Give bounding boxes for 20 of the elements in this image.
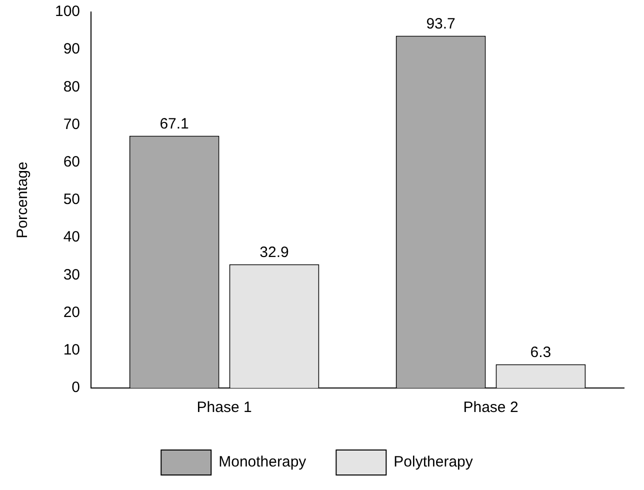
x-tick-label: Phase 1 (196, 399, 252, 416)
y-tick-label: 40 (63, 228, 80, 246)
y-tick-label: 0 (72, 379, 80, 396)
y-tick-label: 20 (63, 304, 80, 321)
y-tick-label: 80 (63, 78, 80, 96)
y-tick-label: 60 (63, 154, 80, 171)
data-label: 93.7 (426, 15, 456, 32)
data-label: 6.3 (530, 344, 552, 361)
y-axis-title: Porcentage (14, 162, 32, 238)
legend-label: Monotherapy (218, 454, 307, 471)
x-tick-label: Phase 2 (463, 399, 518, 416)
y-tick-label: 90 (63, 40, 80, 58)
y-tick-label: 10 (63, 342, 80, 359)
y-tick-label: 100 (54, 3, 80, 20)
legend-label: Polytherapy (394, 454, 474, 471)
data-label: 32.9 (260, 244, 289, 261)
y-tick-label: 70 (63, 116, 80, 133)
data-label: 67.1 (160, 115, 189, 132)
y-tick-label: 30 (63, 266, 80, 284)
y-tick-label: 50 (63, 191, 80, 208)
